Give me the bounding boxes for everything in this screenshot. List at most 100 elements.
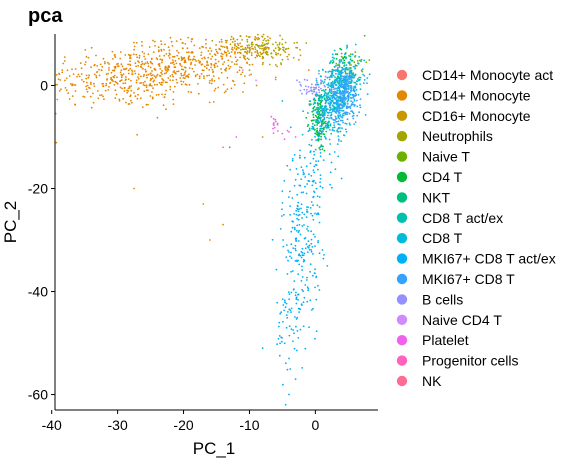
data-point [334, 76, 336, 79]
data-point [303, 237, 306, 240]
data-point [112, 80, 114, 82]
data-point [352, 114, 355, 117]
data-point [197, 59, 200, 62]
data-point [342, 75, 345, 78]
data-point [309, 207, 312, 209]
data-point [346, 113, 348, 115]
data-point [320, 82, 322, 85]
data-point [322, 115, 324, 118]
data-point [57, 78, 60, 81]
data-point [335, 97, 338, 99]
data-point [274, 118, 277, 121]
data-point [301, 367, 304, 369]
data-point [129, 57, 132, 59]
data-point [308, 326, 310, 329]
data-point [354, 104, 356, 106]
data-point [71, 84, 73, 87]
data-point [300, 166, 303, 169]
data-point [198, 77, 201, 80]
data-point [138, 54, 141, 57]
data-point [149, 78, 152, 80]
data-point [302, 301, 305, 304]
data-point [331, 76, 333, 78]
data-point [350, 88, 353, 90]
data-point [312, 109, 315, 112]
data-point [297, 208, 299, 211]
data-point [288, 325, 291, 328]
data-point [123, 87, 126, 90]
data-point [240, 48, 242, 51]
data-point [297, 218, 300, 221]
data-point [238, 69, 241, 72]
data-point [348, 122, 351, 125]
data-point [241, 39, 244, 41]
data-point [130, 85, 133, 87]
data-point [127, 72, 130, 75]
data-point [211, 78, 213, 81]
data-point [99, 94, 101, 97]
data-point [320, 87, 322, 90]
data-point [327, 82, 330, 84]
data-point [287, 259, 289, 262]
data-point [289, 168, 291, 171]
data-point [349, 78, 352, 80]
data-point [331, 83, 333, 86]
data-point [250, 73, 253, 76]
data-point [306, 246, 309, 248]
data-point [307, 130, 310, 133]
data-point [349, 107, 352, 109]
data-point [163, 54, 166, 57]
data-point [245, 48, 248, 51]
data-point [222, 45, 224, 48]
data-point [96, 65, 99, 67]
data-point [113, 74, 116, 77]
data-point [161, 93, 163, 96]
data-point [305, 92, 308, 95]
data-point [130, 89, 133, 92]
data-point [330, 117, 333, 120]
data-point [254, 51, 257, 53]
data-point [152, 39, 154, 42]
data-point [339, 95, 342, 97]
data-point [250, 45, 253, 48]
data-point [359, 106, 362, 109]
data-point [122, 73, 125, 75]
data-point [300, 203, 303, 206]
data-point [336, 64, 339, 67]
data-point [328, 62, 331, 65]
data-point [333, 129, 335, 132]
data-point [329, 101, 331, 103]
data-point [340, 140, 342, 143]
data-point [164, 81, 167, 84]
data-point [351, 75, 353, 78]
data-point [332, 86, 335, 89]
data-point [167, 65, 170, 68]
data-point [346, 111, 349, 114]
data-point [220, 45, 223, 47]
data-point [90, 83, 92, 86]
data-point [116, 63, 118, 66]
data-point [137, 73, 140, 76]
data-point [277, 52, 280, 55]
data-point [136, 88, 139, 91]
data-point [190, 62, 193, 64]
data-point [318, 133, 321, 135]
data-point [201, 63, 204, 65]
data-point [214, 58, 217, 61]
data-point [300, 207, 302, 210]
data-point [353, 75, 356, 78]
data-point [224, 39, 227, 42]
data-point [309, 263, 312, 266]
data-point [283, 213, 285, 216]
data-point [211, 68, 214, 71]
data-point [205, 46, 208, 49]
data-point [248, 50, 251, 53]
data-point [299, 154, 301, 157]
data-point [325, 130, 328, 133]
data-point [247, 36, 250, 38]
data-point [152, 80, 155, 83]
data-point [291, 159, 294, 162]
data-point [119, 80, 121, 83]
data-point [333, 126, 336, 129]
data-point [317, 135, 320, 138]
